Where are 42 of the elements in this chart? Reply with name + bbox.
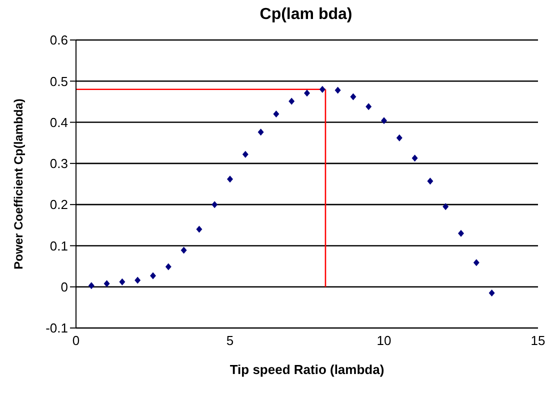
point — [165, 263, 172, 270]
point — [396, 134, 402, 142]
y-tick-label: 0.2 — [50, 197, 68, 212]
point — [180, 246, 187, 254]
point — [473, 259, 480, 266]
point — [273, 110, 280, 118]
point — [442, 203, 449, 210]
point — [150, 272, 156, 280]
y-axis-title: Power Coefficient Cp(lambda) — [11, 98, 26, 270]
point — [381, 117, 387, 124]
point — [319, 86, 326, 93]
point — [242, 150, 248, 158]
x-tick-label: 0 — [72, 333, 80, 348]
point — [350, 93, 356, 100]
point — [227, 176, 233, 183]
point — [88, 282, 94, 290]
point — [304, 90, 310, 97]
x-axis-title: Tip speed Ratio (lambda) — [230, 362, 384, 377]
x-tick-label: 15 — [530, 333, 546, 348]
point — [104, 280, 110, 288]
y-tick-label: -0.1 — [46, 320, 68, 336]
y-tick-label: 0.4 — [50, 114, 68, 130]
point — [366, 103, 372, 110]
x-tick-label: 10 — [376, 333, 392, 348]
point — [258, 128, 264, 136]
point — [488, 290, 495, 297]
point — [412, 154, 418, 162]
chart-title: Cp(lam bda) — [258, 6, 354, 24]
y-tick-label: 0.3 — [50, 156, 68, 172]
x-tick-label: 5 — [226, 333, 234, 348]
point — [334, 86, 341, 94]
point — [196, 226, 202, 233]
point — [134, 276, 141, 284]
point — [458, 230, 464, 237]
y-tick-label: 0 — [60, 279, 68, 294]
point — [427, 178, 434, 185]
point — [288, 98, 295, 105]
point — [119, 278, 126, 286]
point — [212, 201, 218, 208]
y-tick-label: 0.5 — [50, 74, 68, 89]
y-tick-label: 0.1 — [50, 238, 68, 254]
y-tick-label: 0.6 — [50, 32, 68, 48]
